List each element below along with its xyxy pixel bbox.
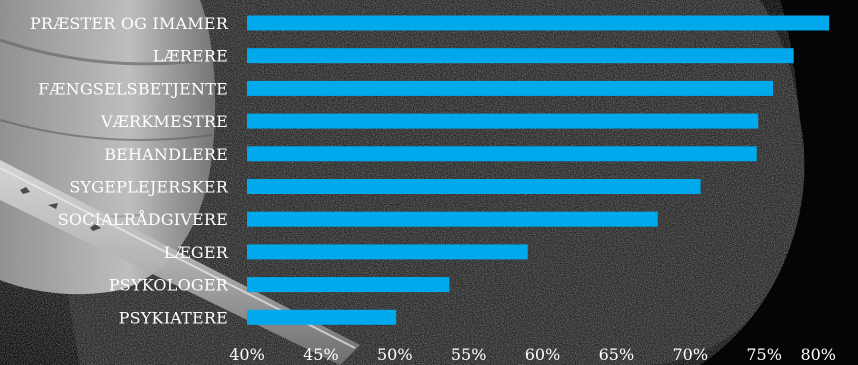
x-tick-label: 45% xyxy=(303,345,339,364)
x-tick-label: 60% xyxy=(525,345,561,364)
category-label: VÆRKMESTRE xyxy=(100,112,228,131)
category-label: LÆRERE xyxy=(153,47,228,66)
category-labels: PRÆSTER OG IMAMER LÆRERE FÆNGSELSBETJENTE V… xyxy=(30,14,229,327)
category-label: SOCIALRÅDGIVERE xyxy=(58,209,228,229)
bar-2 xyxy=(247,80,773,96)
category-label: SYGEPLEJERSKER xyxy=(69,178,228,197)
bar-7 xyxy=(247,244,528,260)
x-tick-label: 80% xyxy=(800,345,836,364)
bar-5 xyxy=(247,179,701,194)
x-axis-ticks: 40% 45% 50% 55% 60% 65% 70% 75% 80% xyxy=(229,345,836,364)
category-label: PRÆSTER OG IMAMER xyxy=(30,14,229,33)
bar-4 xyxy=(247,146,757,162)
x-tick-label: 65% xyxy=(599,345,635,364)
bar-9 xyxy=(247,309,397,325)
x-tick-label: 40% xyxy=(229,345,265,364)
bar-1 xyxy=(247,48,794,64)
bars-layer xyxy=(247,15,830,325)
x-tick-label: 70% xyxy=(672,345,708,364)
bar-8 xyxy=(247,277,450,293)
x-tick-label: 75% xyxy=(746,345,782,364)
category-label: PSYKOLOGER xyxy=(109,276,229,295)
x-tick-label: 50% xyxy=(377,345,413,364)
category-label: FÆNGSELSBETJENTE xyxy=(38,79,228,98)
bar-0 xyxy=(247,15,830,31)
category-label: LÆGER xyxy=(164,243,229,262)
category-label: PSYKIATERE xyxy=(119,308,228,327)
x-tick-label: 55% xyxy=(451,345,487,364)
bar-3 xyxy=(247,113,759,129)
bar-6 xyxy=(247,211,658,227)
category-label: BEHANDLERE xyxy=(104,145,228,164)
